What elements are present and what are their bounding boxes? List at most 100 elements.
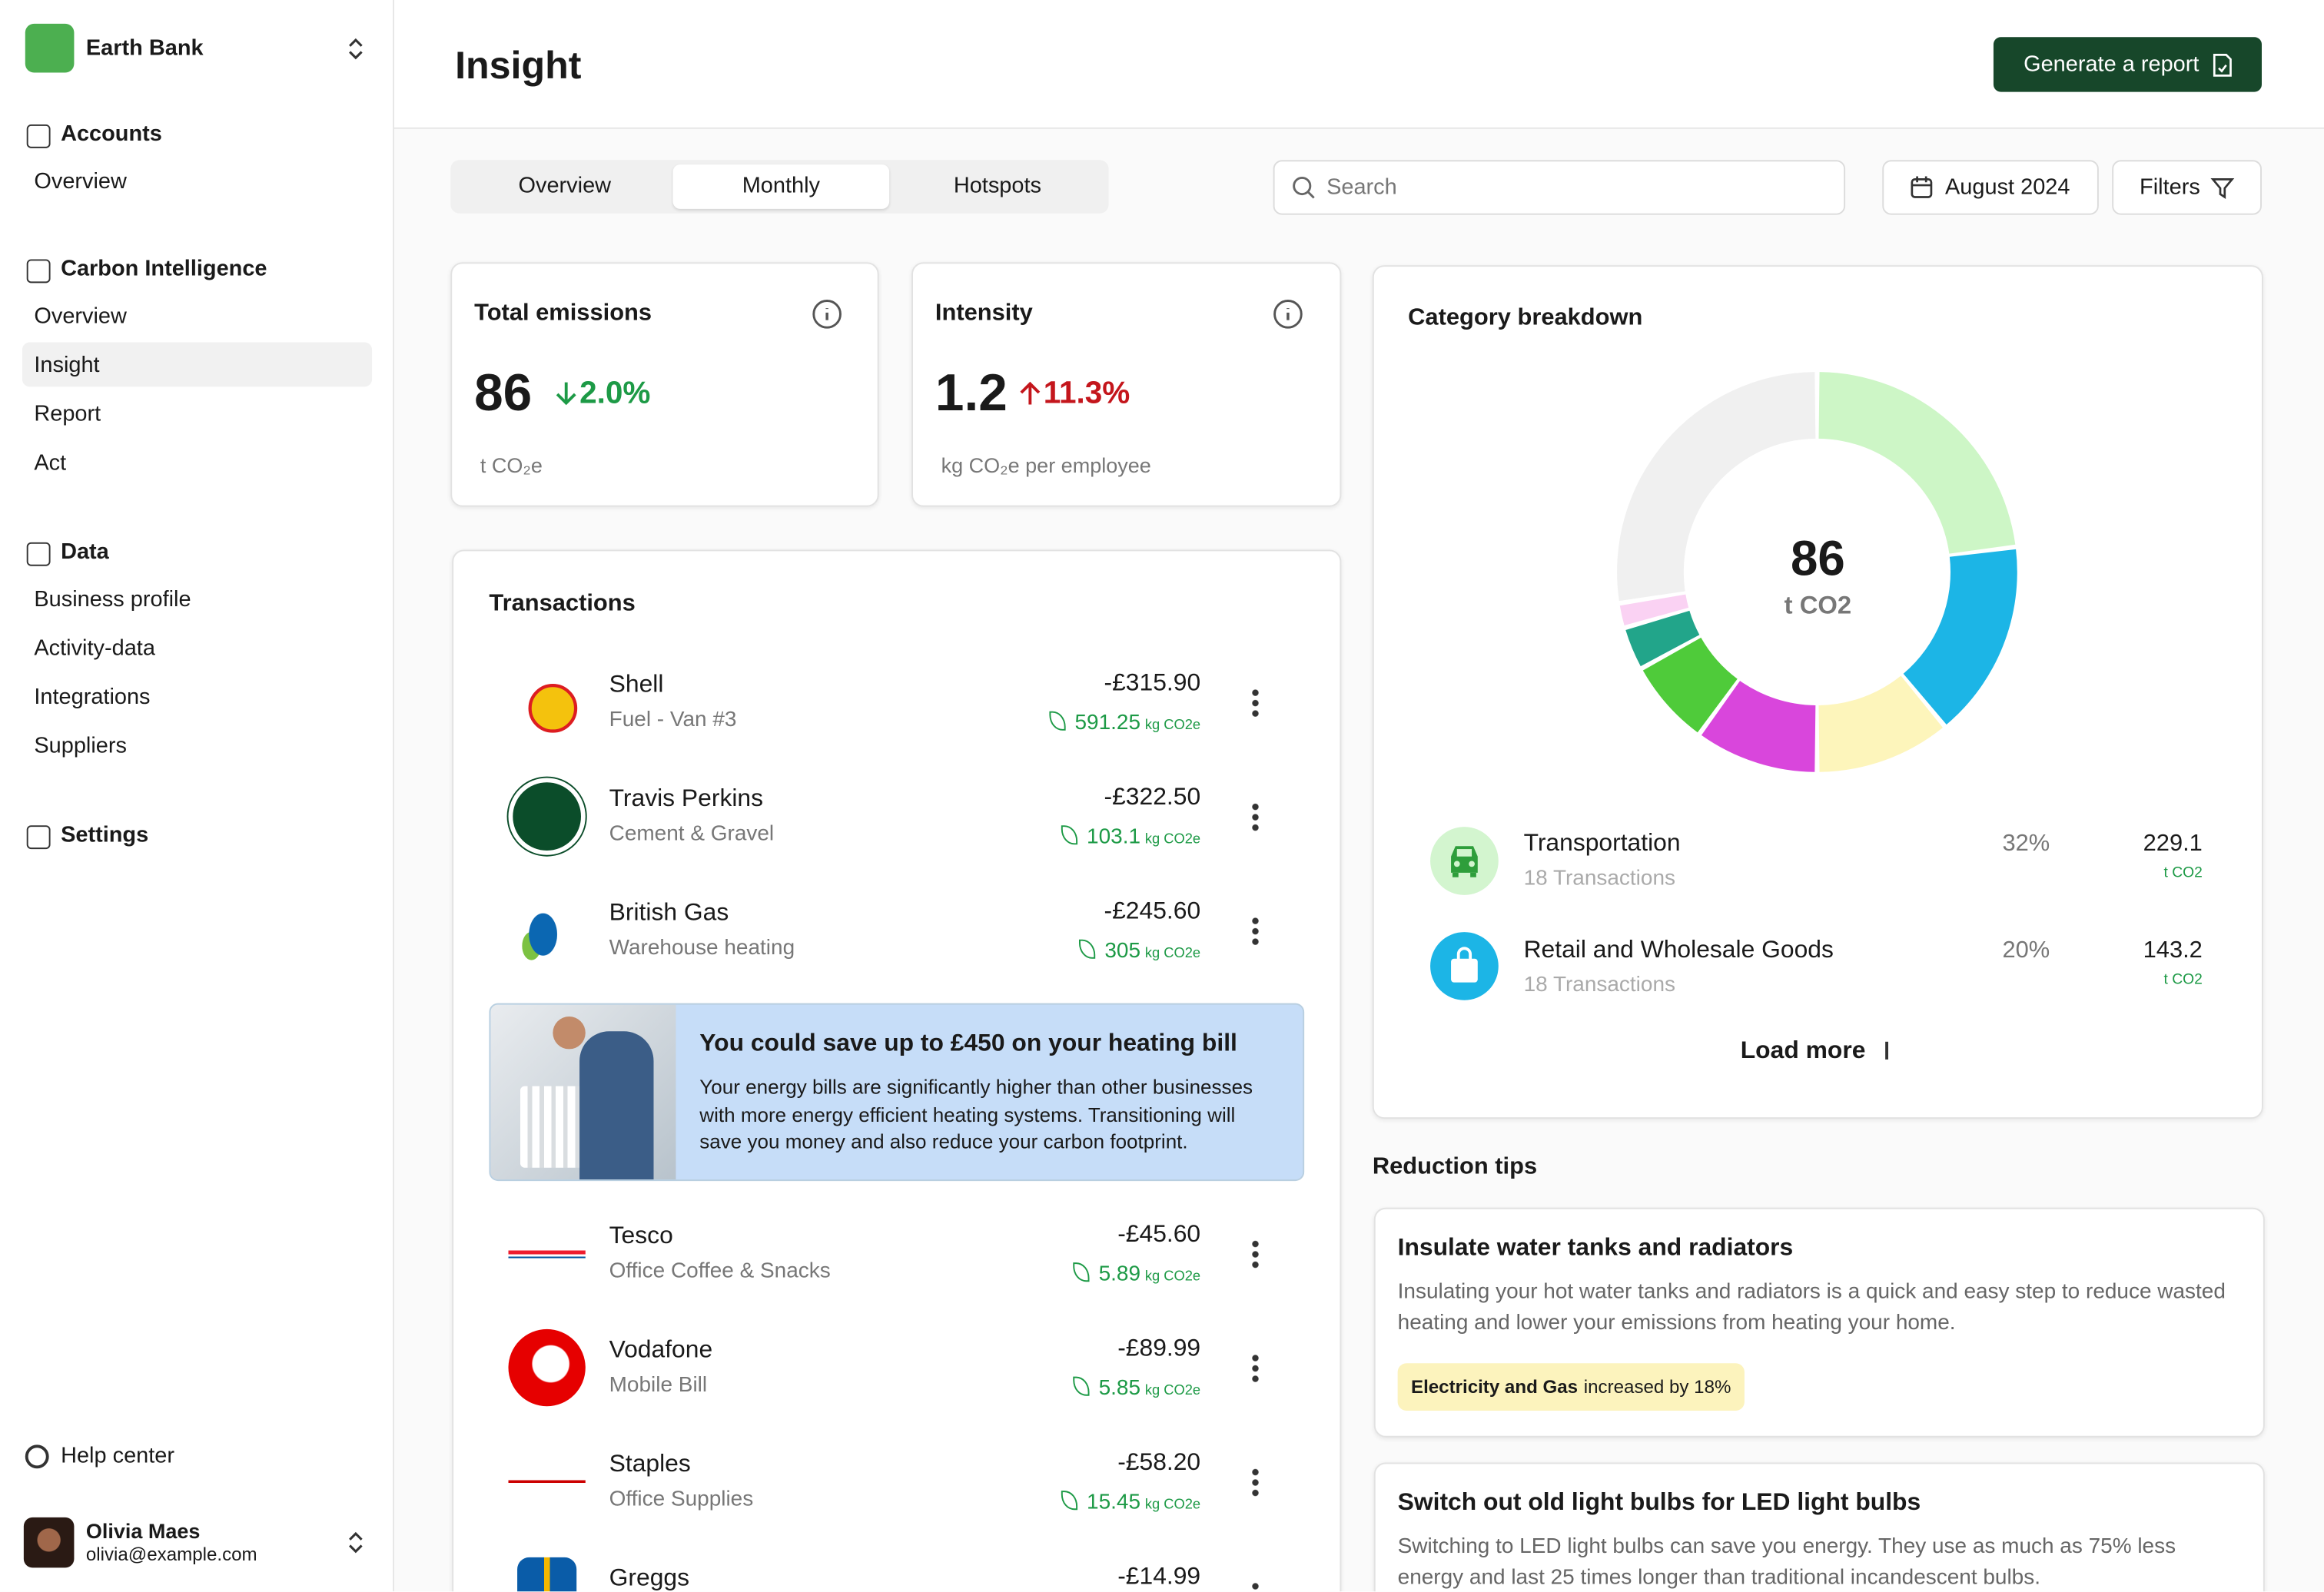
category-share: 32% [2002, 831, 2050, 857]
promo-text: Your energy bills are significantly high… [699, 1076, 1253, 1153]
nav-item[interactable]: Suppliers [34, 733, 127, 759]
section-title[interactable]: Data [61, 539, 109, 565]
kpi-change: 11.3% [1043, 376, 1130, 411]
more-button[interactable] [1250, 915, 1260, 946]
tip-badge: Electricity and Gas increased by 18% [1397, 1363, 1745, 1411]
category-unit: t CO2 [2163, 865, 2203, 882]
leaf-icon [1079, 939, 1096, 959]
emissions-value: 103.1 [1087, 825, 1141, 850]
transaction-amount: -£315.90 [1104, 669, 1201, 697]
merchant-logo [508, 1239, 586, 1269]
kpi-value: 1.2 [935, 364, 1008, 423]
transaction-emissions: 5.89 kg CO2e [1073, 1261, 1201, 1286]
arrow-down-icon [1877, 1040, 1896, 1062]
load-more-label: Load more [1740, 1036, 1866, 1064]
merchant-logo [506, 776, 587, 857]
nav-active-bg [22, 342, 373, 387]
tab[interactable]: Overview [518, 173, 612, 199]
merchant-logo [528, 684, 578, 733]
transaction-detail: Office Coffee & Snacks [609, 1259, 831, 1284]
nav-item[interactable]: Insight [34, 352, 100, 378]
leaf-icon [1073, 1262, 1091, 1282]
org-name[interactable]: Earth Bank [85, 35, 204, 61]
filters-button[interactable]: Filters [2112, 160, 2262, 215]
sidebar: Earth Bank Help center Olivia Maes olivi… [0, 0, 394, 1592]
nav-item[interactable]: Act [34, 450, 67, 476]
donut-segment[interactable] [1617, 372, 1816, 602]
emissions-value: 591.25 [1074, 711, 1141, 735]
more-button[interactable] [1250, 687, 1260, 718]
badge-bold: Electricity and Gas [1410, 1376, 1579, 1398]
search-box[interactable]: Search [1273, 160, 1846, 215]
nav-item[interactable]: Integrations [34, 684, 151, 710]
category-name[interactable]: Transportation [1523, 829, 1681, 857]
emissions-unit: kg CO2e [1144, 1268, 1201, 1285]
help-center[interactable]: Help center [61, 1443, 175, 1469]
transaction-detail: Office Supplies [609, 1488, 754, 1512]
transaction-emissions: 15.45 kg CO2e [1061, 1489, 1200, 1514]
section-title[interactable]: Accounts [61, 121, 162, 147]
more-button[interactable] [1250, 801, 1260, 831]
donut-segment[interactable] [1619, 594, 1689, 626]
tab[interactable]: Monthly [672, 164, 890, 209]
retail-icon [1430, 932, 1499, 1000]
org-logo [25, 23, 75, 73]
section-title[interactable]: Carbon Intelligence [61, 256, 267, 282]
more-button[interactable] [1250, 1352, 1260, 1383]
section-title[interactable]: Settings [61, 822, 149, 848]
donut-segment[interactable] [1903, 549, 2017, 725]
worker [579, 1031, 654, 1180]
donut-segment[interactable] [1701, 681, 1816, 772]
leaf-icon [1061, 1491, 1078, 1511]
tabs: Overview Monthly Hotspots [450, 160, 1109, 214]
donut-segment[interactable] [1818, 372, 2016, 554]
category-name[interactable]: Retail and Wholesale Goods [1523, 936, 1834, 963]
category-card: Category breakdown 86 t CO2 Transportati… [1372, 265, 2263, 1119]
nav-item[interactable]: Overview [34, 168, 127, 194]
nav-item[interactable]: Business profile [34, 586, 191, 612]
trend-up-icon [1020, 381, 1041, 405]
transaction-detail: Cement & Gravel [609, 822, 775, 847]
help-icon [25, 1444, 49, 1469]
leaf-icon [1061, 825, 1078, 845]
donut-segment[interactable] [1642, 637, 1738, 733]
info-icon[interactable] [1273, 300, 1303, 330]
more-button[interactable] [1250, 1467, 1260, 1497]
kpi-unit: t CO₂e [480, 453, 543, 477]
category-value: 143.2 [2143, 937, 2203, 963]
category-unit: t CO2 [2163, 972, 2203, 989]
kpi-value: 86 [474, 364, 533, 423]
donut-segment[interactable] [1818, 675, 1943, 772]
donut-center-unit: t CO2 [1784, 591, 1852, 620]
kpi-change: 2.0% [579, 376, 651, 411]
section-icon [26, 825, 51, 850]
category-count: 18 Transactions [1523, 973, 1676, 997]
info-icon[interactable] [812, 300, 842, 330]
nav-item[interactable]: Report [34, 401, 101, 427]
more-button[interactable] [1250, 1580, 1260, 1592]
transaction-detail: Warehouse heating [609, 936, 795, 960]
category-share: 20% [2002, 937, 2050, 963]
emissions-value: 15.45 [1087, 1491, 1141, 1514]
user-switch-icon[interactable] [345, 1531, 366, 1554]
nav-item[interactable]: Overview [34, 303, 127, 330]
donut-center-value: 86 [1790, 530, 1845, 585]
nav-item[interactable]: Activity-data [34, 635, 155, 662]
org-switch-icon[interactable] [345, 37, 366, 61]
date-picker[interactable]: August 2024 [1882, 160, 2099, 215]
section-icon [26, 259, 51, 284]
promo-banner[interactable]: You could save up to £450 on your heatin… [489, 1003, 1305, 1182]
load-more-button[interactable]: Load more [1374, 1037, 2262, 1066]
merchant-name: Vodafone [609, 1336, 713, 1364]
worker-head [553, 1016, 586, 1050]
more-button[interactable] [1250, 1239, 1260, 1269]
tab[interactable]: Hotspots [953, 173, 1042, 199]
leaf-icon [1049, 711, 1066, 731]
category-value: 229.1 [2143, 831, 2203, 857]
generate-report-button[interactable]: Generate a report [1993, 37, 2262, 92]
emissions-value: 5.85 [1098, 1376, 1141, 1401]
merchant-logo [508, 1328, 586, 1407]
emissions-unit: kg CO2e [1144, 1382, 1201, 1399]
donut-segment[interactable] [1625, 610, 1700, 667]
